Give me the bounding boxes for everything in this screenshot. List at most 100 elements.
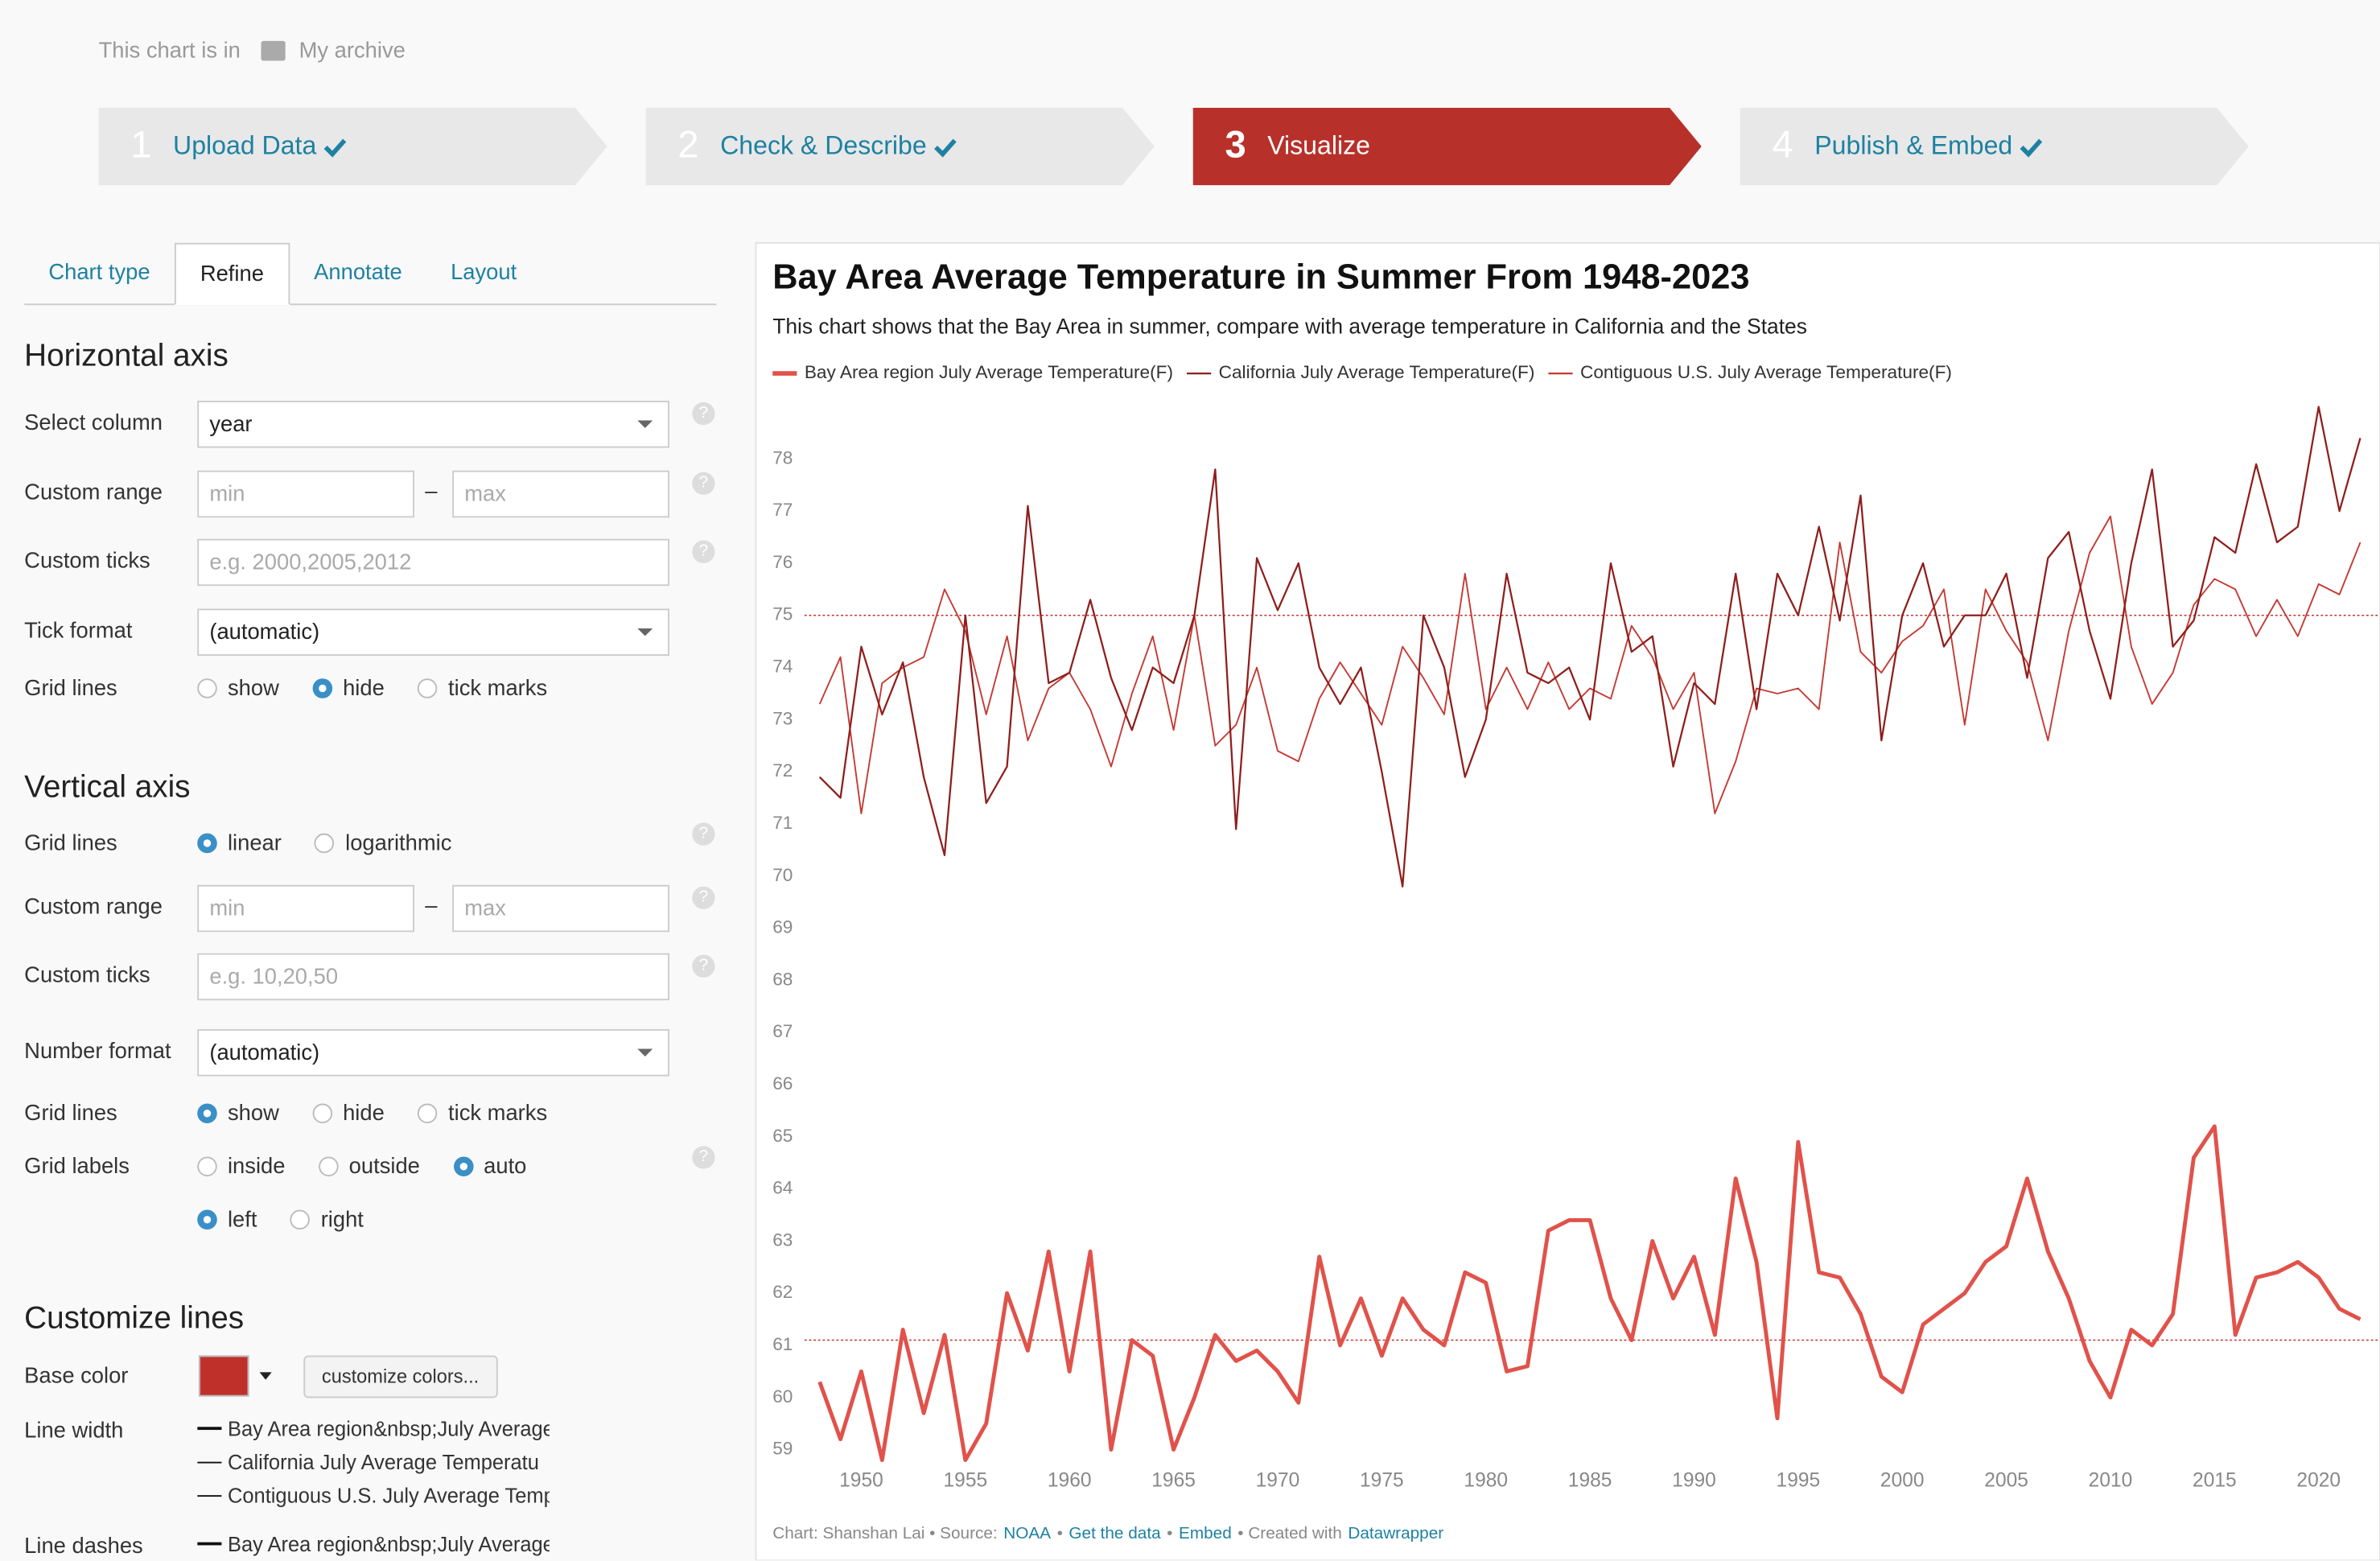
footer-text: • Created with [1237, 1525, 1342, 1543]
select[interactable]: (automatic) [197, 608, 669, 656]
placeholder: max [464, 481, 506, 507]
radio-button[interactable] [197, 1209, 217, 1230]
radio-option[interactable]: auto [453, 1155, 526, 1180]
step-number: 2 [677, 122, 698, 165]
radio-option[interactable]: hide [312, 677, 385, 702]
radio-label: logarithmic [345, 831, 452, 856]
x-tick-label: 1955 [944, 1470, 988, 1492]
range-sep: – [425, 894, 438, 919]
row-label: Base color [24, 1364, 129, 1389]
row-label: Custom range [24, 895, 163, 920]
x-tick-label: 2005 [1984, 1470, 2028, 1492]
radio-button[interactable] [197, 1103, 217, 1123]
radio-option[interactable]: right [290, 1209, 364, 1233]
radio-option[interactable]: logarithmic [315, 832, 451, 856]
y-tick-label: 67 [772, 1021, 793, 1041]
radio-option[interactable]: tick marks [418, 677, 548, 702]
footer-link[interactable]: Datawrapper [1348, 1525, 1443, 1543]
radio-button[interactable] [315, 833, 335, 854]
radio-option[interactable]: inside [197, 1155, 285, 1180]
range-min[interactable]: min [197, 470, 415, 518]
y-tick-label: 73 [772, 708, 793, 728]
radio-label: right [320, 1208, 364, 1233]
row-label: Custom ticks [24, 962, 150, 988]
range-max[interactable]: max [452, 884, 669, 933]
breadcrumb-folder[interactable]: My archive [299, 37, 406, 62]
help-icon[interactable]: ? [692, 886, 715, 910]
select[interactable]: (automatic) [197, 1029, 669, 1077]
y-tick-label: 71 [772, 813, 793, 833]
radio-button[interactable] [453, 1156, 473, 1177]
text-input[interactable]: e.g. 2000,2005,2012 [197, 538, 669, 587]
chart-title: Bay Area Average Temperature in Summer F… [772, 258, 1749, 297]
text-input[interactable]: e.g. 10,20,50 [197, 953, 669, 1001]
radio-option[interactable]: left [197, 1209, 257, 1233]
tab[interactable]: Layout [451, 261, 517, 286]
step[interactable]: 3 Visualize [1192, 107, 1702, 186]
tab[interactable]: Chart type [48, 261, 150, 286]
row-label: Select column [24, 410, 163, 435]
step[interactable]: 4 Publish & Embed [1740, 107, 2249, 186]
radio-option[interactable]: outside [318, 1155, 420, 1180]
radio-label: tick marks [448, 677, 548, 702]
x-tick-label: 1960 [1048, 1470, 1092, 1492]
breadcrumb-prefix: This chart is in [99, 37, 241, 62]
check-icon [323, 138, 347, 158]
radio-button[interactable] [197, 1156, 217, 1177]
help-icon[interactable]: ? [692, 822, 715, 846]
footer-link[interactable]: Embed [1179, 1525, 1232, 1543]
radio-group: show hide tick marks [197, 674, 580, 705]
placeholder: e.g. 10,20,50 [209, 964, 339, 990]
x-tick-label: 2020 [2296, 1470, 2341, 1492]
range-max[interactable]: max [452, 470, 669, 518]
help-icon[interactable]: ? [692, 540, 715, 563]
radio-button[interactable] [290, 1209, 311, 1230]
x-tick-label: 2015 [2193, 1470, 2237, 1492]
radio-label: left [227, 1208, 257, 1233]
help-icon[interactable]: ? [692, 1146, 715, 1169]
series-line [818, 515, 2361, 814]
radio-label: hide [343, 1102, 385, 1126]
help-icon[interactable]: ? [692, 472, 715, 495]
legend-label: Bay Area region July Average Temperature… [805, 362, 1173, 382]
radio-option[interactable]: linear [197, 832, 282, 856]
radio-button[interactable] [418, 678, 438, 698]
radio-button[interactable] [197, 678, 217, 698]
radio-button[interactable] [418, 1103, 438, 1123]
tab[interactable]: Annotate [314, 261, 402, 286]
placeholder: min [209, 896, 245, 921]
step[interactable]: 2 Check & Describe [645, 107, 1155, 186]
y-tick-label: 59 [772, 1439, 793, 1459]
caret [637, 1048, 653, 1056]
select[interactable]: year [197, 401, 669, 448]
radio-option[interactable]: hide [312, 1102, 385, 1126]
radio-button[interactable] [197, 833, 217, 854]
section-title: Horizontal axis [24, 338, 229, 374]
series-line [818, 406, 2361, 888]
range-min[interactable]: min [197, 884, 415, 933]
step[interactable]: 1 Upload Data [98, 107, 607, 186]
radio-button[interactable] [312, 1103, 332, 1123]
chart-area [755, 241, 2380, 1561]
range-sep: – [425, 480, 438, 505]
radio-option[interactable]: tick marks [418, 1102, 547, 1126]
radio-option[interactable]: show [197, 1102, 279, 1126]
check-icon [2020, 138, 2043, 158]
line-marker [197, 1542, 222, 1546]
button[interactable]: customize colors... [303, 1355, 497, 1398]
radio-option[interactable]: show [197, 677, 279, 702]
tab[interactable]: Refine [174, 242, 290, 306]
caret [637, 420, 653, 428]
radio-button[interactable] [312, 678, 332, 698]
y-tick-label: 63 [772, 1229, 793, 1250]
help-icon[interactable]: ? [692, 954, 715, 978]
radio-label: hide [343, 677, 385, 702]
footer-text: Chart: Shanshan Lai • Source: [772, 1525, 997, 1543]
footer-link[interactable]: Get the data [1069, 1525, 1161, 1543]
color-picker[interactable] [199, 1355, 281, 1398]
footer-link[interactable]: NOAA [1003, 1525, 1051, 1543]
radio-button[interactable] [318, 1156, 339, 1177]
row-label: Number format [24, 1039, 171, 1064]
help-icon[interactable]: ? [692, 402, 715, 426]
